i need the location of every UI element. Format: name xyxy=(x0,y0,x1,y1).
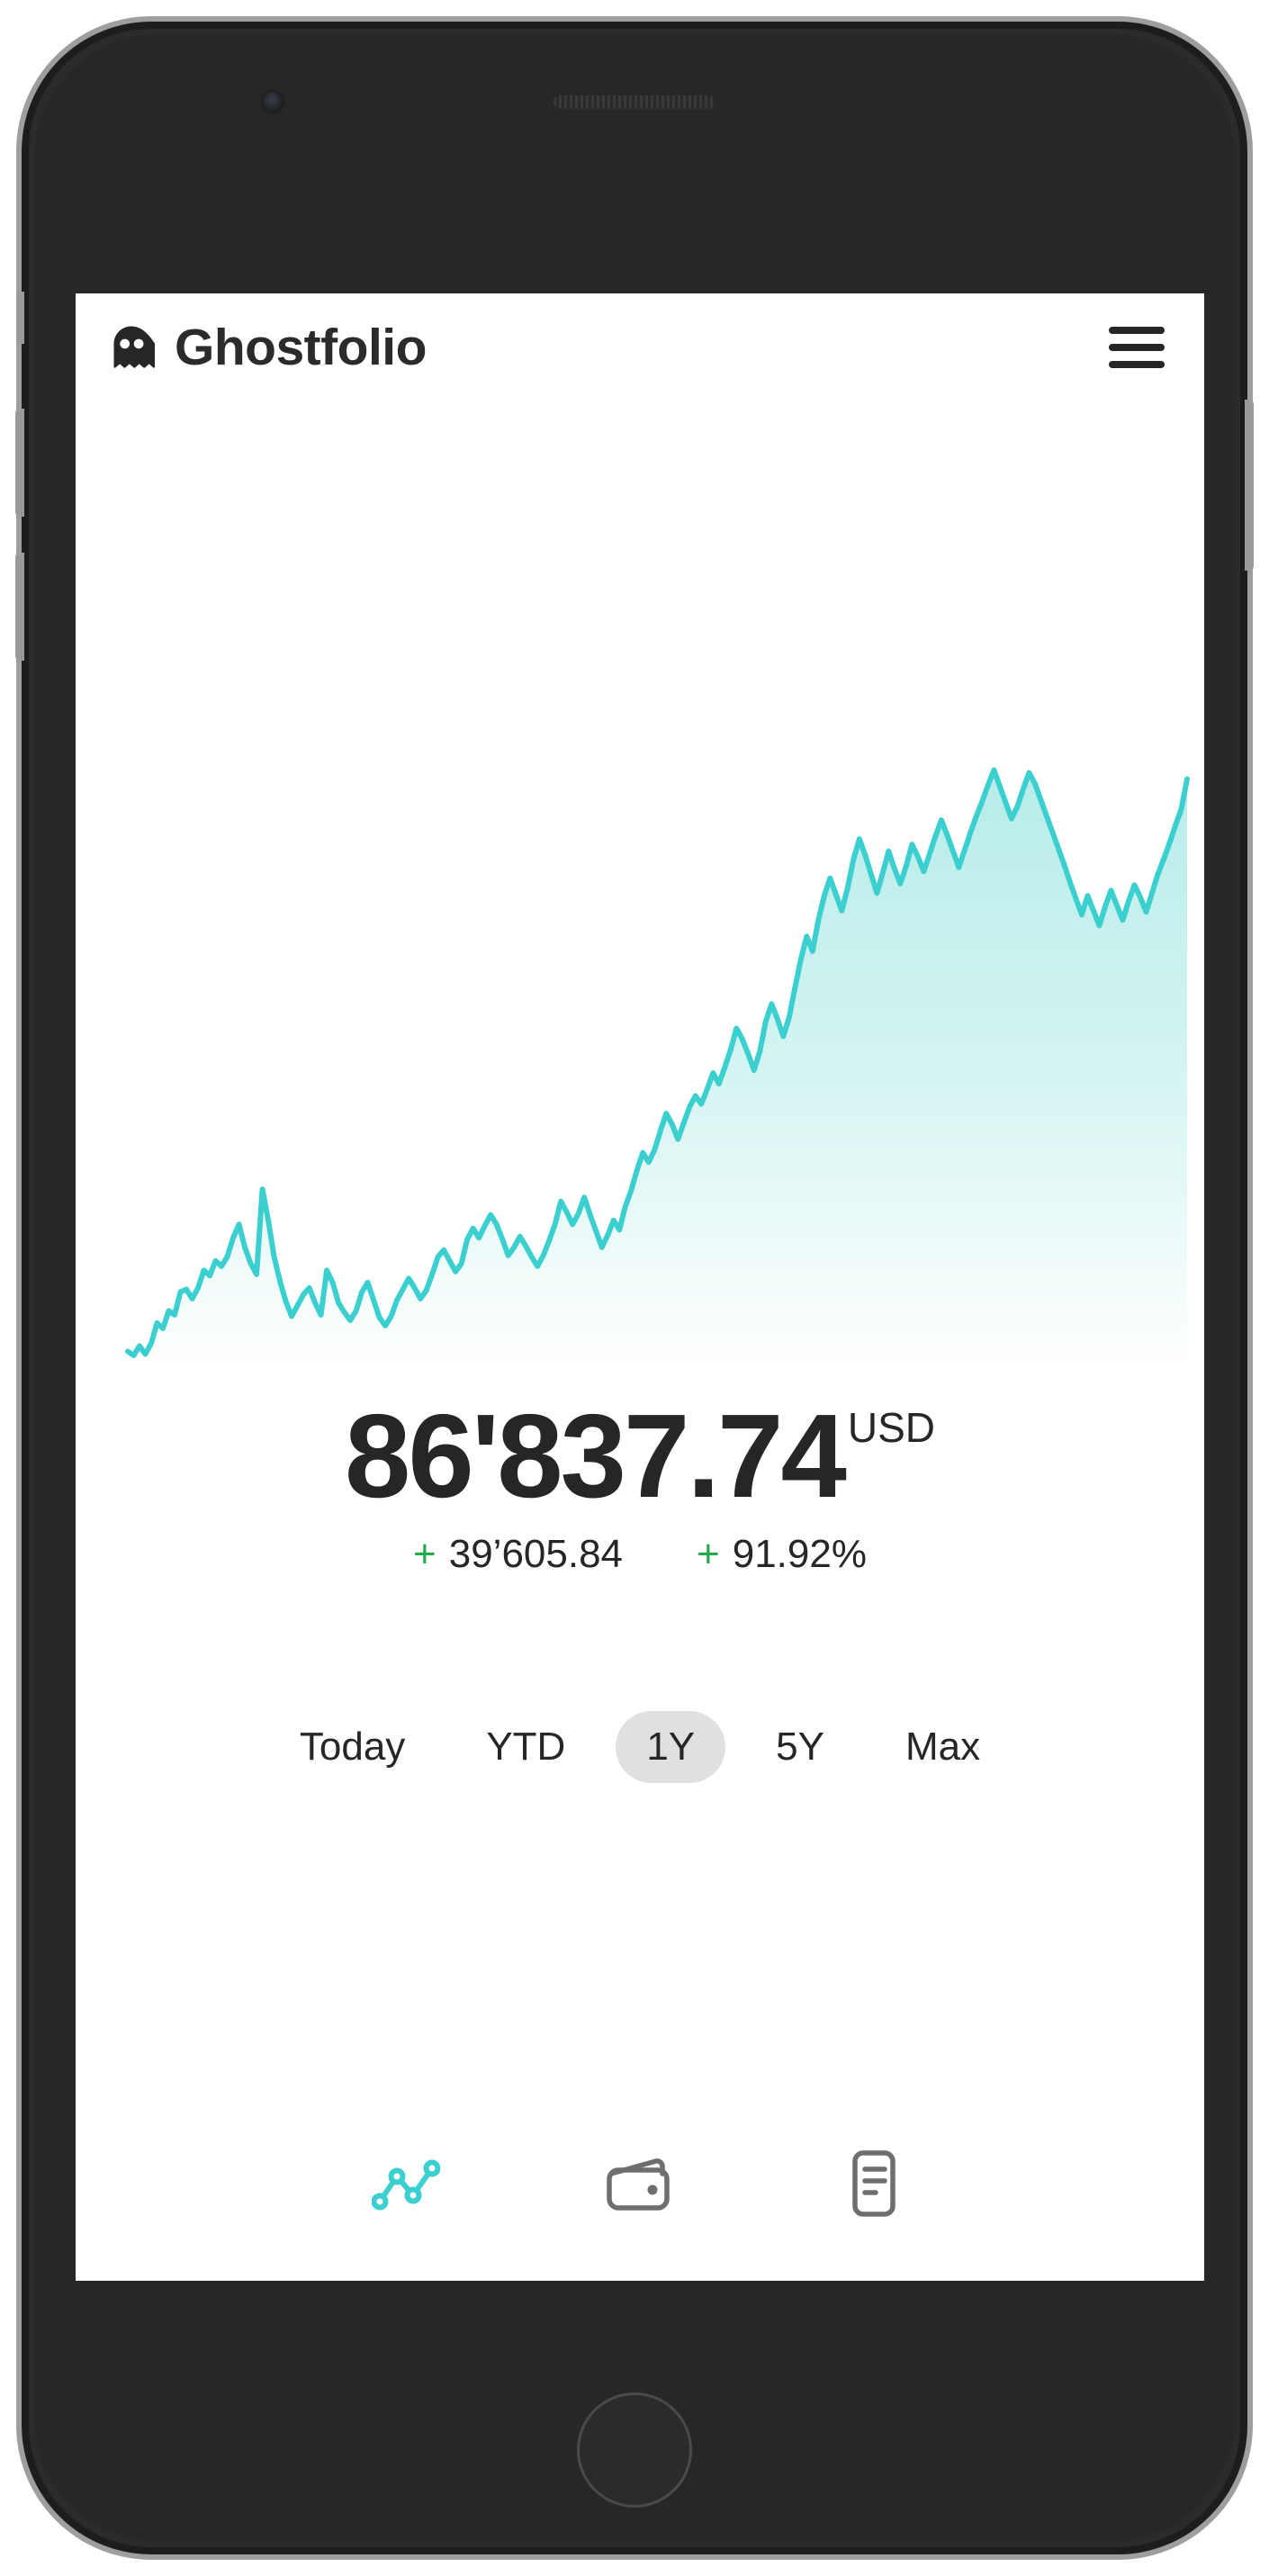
absolute-change-value: 39’605.84 xyxy=(448,1531,624,1576)
phone-screen: Ghostfolio xyxy=(76,293,1204,2281)
volume-down-button[interactable] xyxy=(15,553,24,661)
hamburger-line-2 xyxy=(1109,344,1165,351)
portfolio-value-block: 86'837.74 USD + 39’605.84 + 91.92% xyxy=(76,1390,1204,1577)
front-camera xyxy=(263,92,283,112)
hamburger-menu-icon[interactable] xyxy=(1109,327,1165,368)
volume-up-button[interactable] xyxy=(15,409,24,517)
analytics-line-chart-icon xyxy=(372,2157,440,2211)
power-button[interactable] xyxy=(1245,400,1254,571)
brand-name: Ghostfolio xyxy=(175,318,427,376)
nav-item-holdings[interactable] xyxy=(597,2140,683,2227)
portfolio-value: 86'837.74 xyxy=(344,1390,847,1522)
range-tab-5y[interactable]: 5Y xyxy=(745,1711,855,1783)
app-header: Ghostfolio xyxy=(76,293,1204,401)
summary-document-icon xyxy=(844,2148,904,2219)
range-tab-ytd[interactable]: YTD xyxy=(455,1711,596,1783)
portfolio-change-row: + 39’605.84 + 91.92% xyxy=(76,1532,1204,1577)
silent-switch-button[interactable] xyxy=(16,292,24,344)
ghost-icon xyxy=(108,324,155,371)
date-range-tabs[interactable]: Today YTD 1Y 5Y Max xyxy=(76,1711,1204,1783)
absolute-change-sign: + xyxy=(413,1531,436,1576)
range-tab-today[interactable]: Today xyxy=(269,1711,436,1783)
earpiece-speaker xyxy=(554,95,716,108)
nav-item-analytics[interactable] xyxy=(363,2140,449,2227)
absolute-change: + 39’605.84 xyxy=(413,1532,623,1577)
range-tab-max[interactable]: Max xyxy=(875,1711,1011,1783)
portfolio-currency: USD xyxy=(847,1404,936,1451)
bottom-navigation xyxy=(76,2140,1204,2227)
wallet-icon xyxy=(604,2154,676,2213)
percent-change-sign: + xyxy=(697,1531,720,1576)
portfolio-performance-chart[interactable] xyxy=(76,680,1204,1401)
home-button[interactable] xyxy=(577,2392,692,2508)
percent-change: + 91.92% xyxy=(697,1532,867,1577)
phone-device-frame: Ghostfolio xyxy=(15,16,1254,2560)
brand-logo-group[interactable]: Ghostfolio xyxy=(108,318,427,376)
percent-change-value: 91.92% xyxy=(732,1531,867,1576)
portfolio-value-row: 86'837.74 USD xyxy=(344,1390,936,1522)
hamburger-line-3 xyxy=(1109,361,1165,368)
range-tab-1y[interactable]: 1Y xyxy=(616,1711,726,1783)
hamburger-line-1 xyxy=(1109,327,1165,334)
nav-item-summary[interactable] xyxy=(831,2140,917,2227)
